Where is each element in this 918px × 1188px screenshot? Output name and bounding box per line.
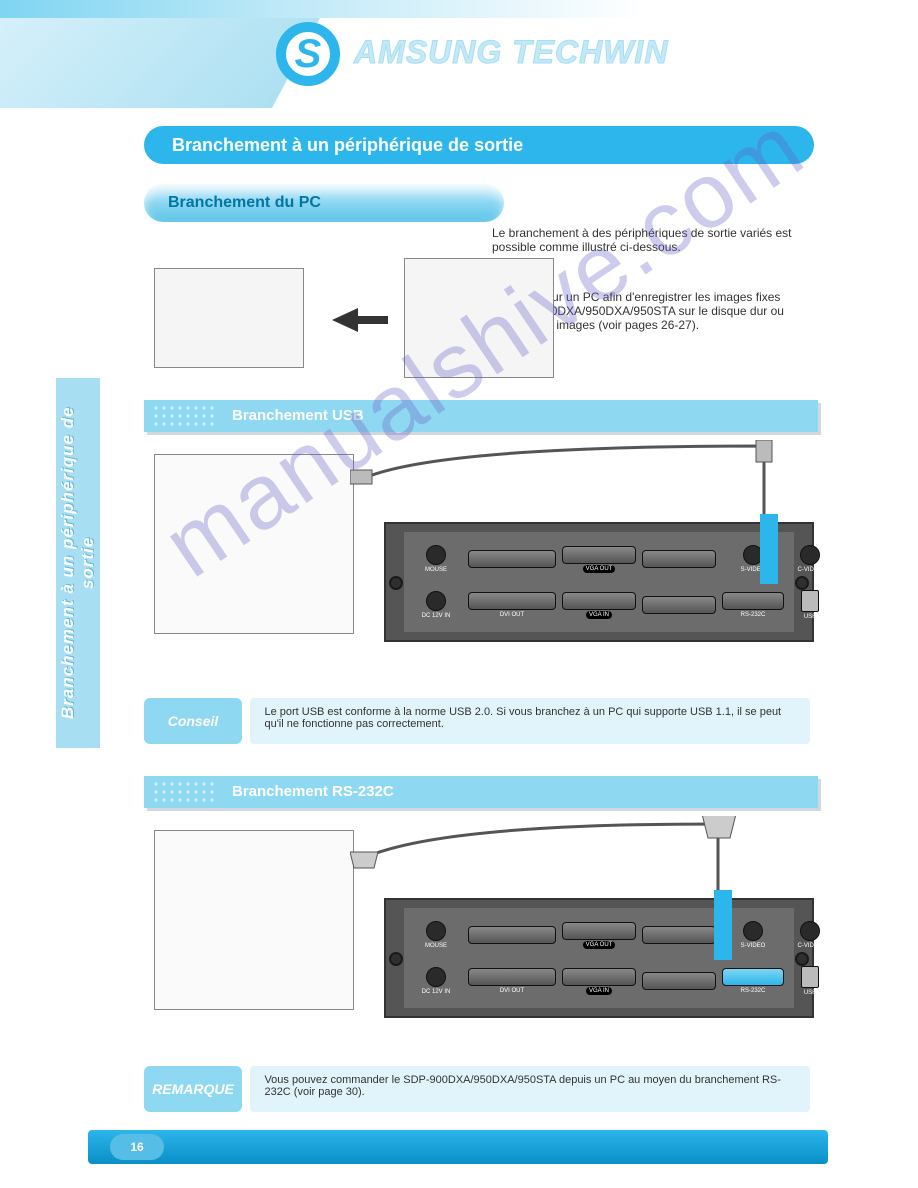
port-vga-in: VGA IN — [562, 592, 636, 619]
port-mouse: MOUSE — [410, 545, 462, 573]
brand-initial: S — [276, 22, 340, 86]
usb-cable-icon — [350, 440, 790, 530]
note-tag: REMARQUE — [144, 1066, 242, 1112]
main-title: Branchement à un périphérique de sortie — [144, 126, 814, 164]
port-dsub — [642, 550, 716, 568]
usb-highlight-arrow-icon — [760, 514, 778, 584]
header-gradient — [0, 0, 918, 18]
port-dsub — [642, 926, 716, 944]
page-header: S AMSUNG TECHWIN — [0, 0, 918, 110]
section-banner-rs232c: Branchement RS-232C — [144, 776, 818, 808]
sub-title: Branchement du PC — [144, 184, 504, 222]
panel-ports: MOUSE VGA OUT S-VIDEO C-VIDEO DC 12V IN … — [404, 532, 794, 632]
arrow-left-icon — [332, 308, 358, 332]
note-body: Vous pouvez commander le SDP-900DXA/950D… — [250, 1066, 810, 1112]
port-cvideo: C-VIDEO — [790, 921, 830, 949]
port-rs232c: RS-232C — [722, 592, 784, 618]
port-cvideo: C-VIDEO — [790, 545, 830, 573]
port-mouse: MOUSE — [410, 921, 462, 949]
port-dvi-out: DVI OUT — [468, 968, 556, 994]
mount-hole-icon — [795, 576, 809, 590]
port-dsub — [468, 926, 556, 944]
port-dsub — [468, 550, 556, 568]
section-banner-usb: Branchement USB — [144, 400, 818, 432]
mount-hole-icon — [389, 576, 403, 590]
port-dsub — [642, 596, 716, 614]
usb-connection-diagram: MOUSE VGA OUT S-VIDEO C-VIDEO DC 12V IN … — [154, 444, 814, 654]
pc-drawing — [154, 268, 304, 368]
header-device-photo — [0, 18, 320, 108]
port-dsub — [642, 972, 716, 990]
port-usb: USB — [790, 966, 830, 996]
intro-line-2: possible comme illustré ci-dessous. — [492, 240, 681, 254]
pc-sketch-rs232c — [154, 830, 354, 1010]
port-usb: USB — [790, 590, 830, 620]
port-dc12v: DC 12V IN — [410, 967, 462, 995]
footer-bar — [88, 1130, 828, 1164]
rs232c-connection-diagram: MOUSE VGA OUT S-VIDEO C-VIDEO DC 12V IN … — [154, 820, 814, 1030]
page-number: 16 — [110, 1134, 164, 1160]
port-vga-in: VGA IN — [562, 968, 636, 995]
pc-sketch-usb — [154, 454, 354, 634]
mount-hole-icon — [795, 952, 809, 966]
port-vga-out: VGA OUT — [562, 546, 636, 573]
brand-name: AMSUNG TECHWIN — [354, 34, 668, 71]
port-dc12v: DC 12V IN — [410, 591, 462, 619]
note-tag: Conseil — [144, 698, 242, 744]
rear-panel-rs232c: MOUSE VGA OUT S-VIDEO C-VIDEO DC 12V IN … — [384, 898, 814, 1018]
note-body: Le port USB est conforme à la norme USB … — [250, 698, 810, 744]
usb-note: Conseil Le port USB est conforme à la no… — [144, 698, 814, 744]
mount-hole-icon — [389, 952, 403, 966]
rs232c-highlight-arrow-icon — [714, 890, 732, 960]
port-rs232c: RS-232C — [722, 968, 784, 994]
rear-panel-usb: MOUSE VGA OUT S-VIDEO C-VIDEO DC 12V IN … — [384, 522, 814, 642]
port-dvi-out: DVI OUT — [468, 592, 556, 618]
panel-ports: MOUSE VGA OUT S-VIDEO C-VIDEO DC 12V IN … — [404, 908, 794, 1008]
rs232c-note: REMARQUE Vous pouvez commander le SDP-90… — [144, 1066, 814, 1112]
presenter-drawing — [404, 258, 554, 378]
intro-line-1: Le branchement à des périphériques de so… — [492, 226, 792, 240]
device-to-pc-illustration — [154, 258, 574, 378]
side-label: Branchement à un périphérique de sortie — [56, 378, 100, 748]
port-vga-out: VGA OUT — [562, 922, 636, 949]
